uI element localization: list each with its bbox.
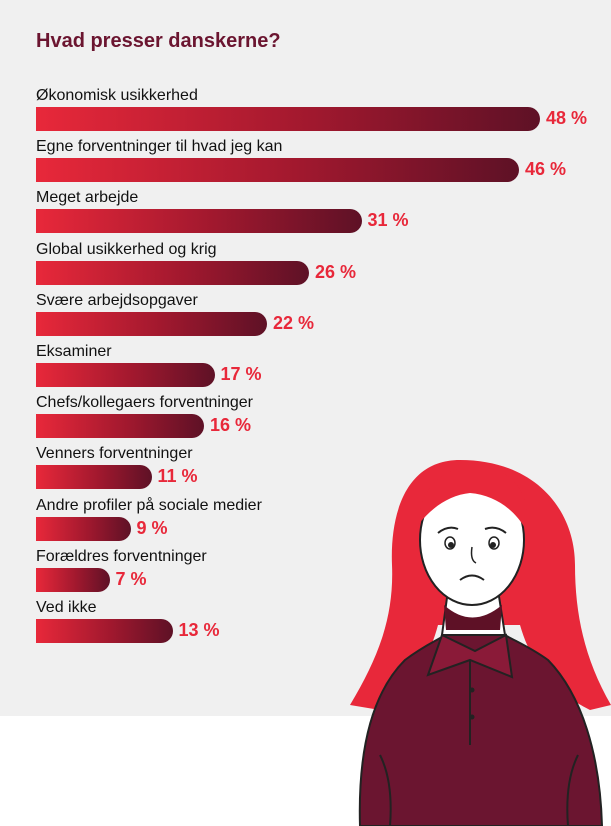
bar (36, 107, 540, 131)
value-label: 22 % (273, 312, 315, 333)
category-label: Svære arbejdsopgaver (36, 291, 198, 309)
stressed-woman-illustration (350, 460, 611, 826)
bar (36, 209, 362, 234)
category-label: Ved ikke (36, 599, 97, 616)
category-label: Økonomisk usikkerhed (36, 87, 198, 104)
value-label: 11 % (157, 466, 198, 487)
category-label: Forældres forventninger (36, 547, 207, 565)
value-label: 31 % (367, 210, 409, 231)
value-label: 16 % (210, 415, 252, 436)
value-label: 46 % (525, 159, 567, 180)
value-label: 13 % (178, 620, 220, 640)
category-label: Global usikkerhed og krig (36, 240, 217, 258)
bar-chart: Økonomisk usikkerhed 48 % Egne forventning… (36, 87, 588, 643)
category-label: Chefs/kollegaers forventninger (36, 394, 254, 412)
bar (36, 619, 173, 643)
category-label: Andre profiler på sociale medier (36, 496, 262, 514)
bar (36, 414, 204, 439)
value-label: 9 % (136, 517, 168, 538)
category-label: Meget arbejde (36, 189, 139, 207)
category-label: Egne forventninger til hvad jeg kan (36, 138, 283, 156)
bar (36, 311, 267, 336)
value-label: 48 % (546, 108, 588, 128)
value-label: 7 % (115, 568, 147, 589)
bar (36, 465, 152, 490)
category-label: Eksaminer (36, 343, 112, 360)
chart-title: Hvad presser danskerne? (36, 30, 281, 52)
bar (36, 516, 131, 541)
bar (36, 567, 110, 592)
category-label: Venners forventninger (36, 445, 193, 463)
bar (36, 260, 309, 285)
value-label: 26 % (315, 261, 357, 282)
bar (36, 158, 519, 183)
bar (36, 363, 215, 387)
value-label: 17 % (220, 364, 262, 384)
